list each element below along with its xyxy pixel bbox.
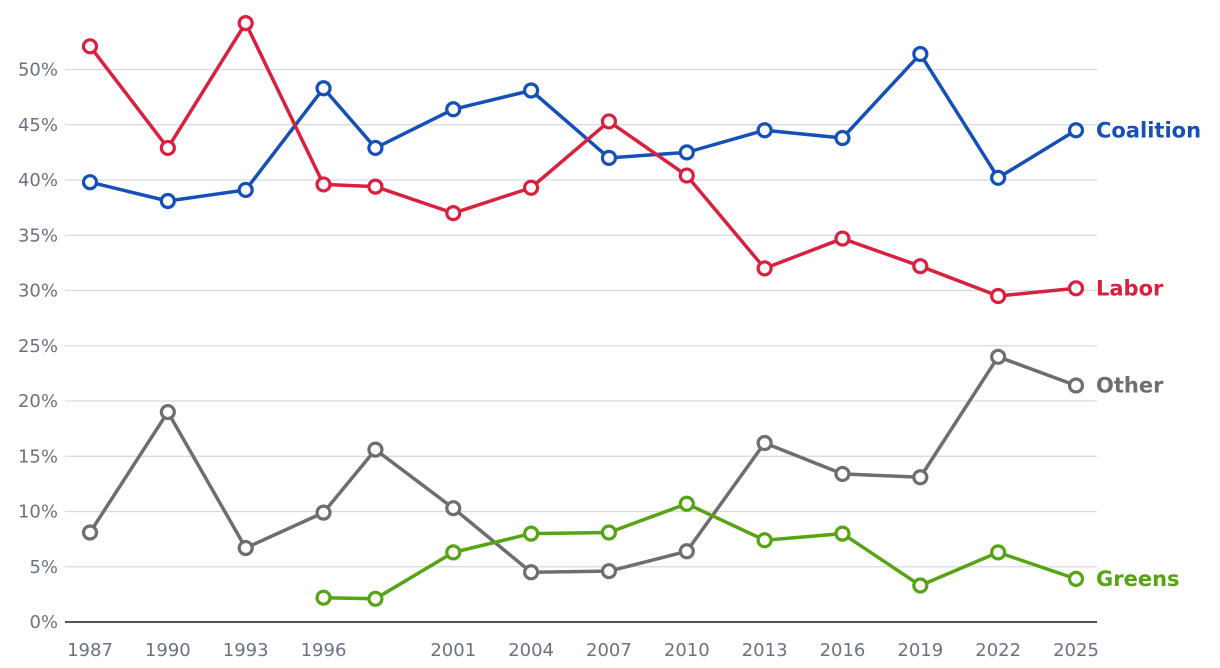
data-point [834, 465, 851, 483]
x-tick-label: 1996 [301, 640, 347, 661]
x-tick-label: 2013 [742, 640, 788, 661]
data-point [445, 544, 462, 561]
x-tick-label: 2016 [820, 640, 866, 661]
x-tick-label: 2004 [508, 640, 554, 661]
y-tick-label: 10% [18, 502, 58, 523]
data-point [912, 469, 929, 486]
data-point [315, 80, 332, 97]
series-other: Other [81, 348, 1164, 581]
data-point [834, 230, 851, 247]
y-tick-label: 20% [18, 391, 58, 412]
data-point [678, 144, 695, 161]
data-point [990, 169, 1007, 186]
data-point [678, 167, 695, 184]
data-point [756, 122, 773, 139]
data-point [315, 589, 332, 606]
x-axis-tick-labels: 1987 1990 1993 1996 2001 2004 2007 2010 2013 2016… [67, 640, 1099, 661]
x-tick-label: 2019 [897, 640, 943, 661]
data-point [600, 563, 618, 580]
data-point [600, 149, 618, 166]
data-point [678, 543, 695, 560]
series-line [88, 355, 1077, 575]
series-group: Coalition Labor Other Greens [81, 14, 1201, 607]
y-tick-label: 25% [18, 336, 58, 357]
data-point [990, 287, 1007, 305]
x-tick-label: 2010 [664, 640, 710, 661]
data-point [367, 441, 384, 458]
data-point [81, 38, 99, 55]
series-label: Greens [1096, 567, 1180, 591]
data-point [1067, 377, 1085, 394]
series-line [323, 502, 1077, 601]
y-axis-tick-labels: 0% 5% 10% 15% 20% 25% 30% 35% 40% 45% 50% [18, 60, 58, 634]
data-point [678, 495, 695, 512]
data-point [1067, 122, 1085, 139]
data-point [990, 348, 1007, 365]
data-point [600, 113, 618, 130]
data-point [445, 101, 462, 118]
series-line [88, 21, 1077, 298]
x-tick-label: 2007 [586, 640, 632, 661]
y-tick-label: 40% [18, 170, 58, 191]
data-point [237, 14, 254, 32]
y-tick-label: 50% [18, 60, 58, 81]
data-point [912, 577, 929, 594]
data-point [523, 179, 540, 196]
series-label: Coalition [1096, 118, 1201, 142]
x-tick-label: 2022 [975, 640, 1021, 661]
gridlines [65, 68, 1097, 568]
data-point [367, 178, 384, 195]
data-point [756, 260, 773, 277]
data-point [159, 139, 176, 157]
series-label: Labor [1096, 276, 1164, 300]
y-tick-label: 5% [29, 557, 58, 578]
data-point [367, 590, 384, 607]
data-point [445, 205, 462, 222]
data-point [445, 500, 462, 517]
x-tick-label: 1990 [145, 640, 191, 661]
data-point [315, 504, 332, 521]
x-tick-label: 2001 [430, 640, 476, 661]
data-point [315, 176, 332, 193]
data-point [1067, 280, 1085, 297]
data-point [81, 524, 99, 541]
data-point [523, 525, 540, 542]
data-point [1067, 570, 1085, 588]
data-point [159, 403, 176, 421]
data-point [237, 539, 254, 557]
data-point [756, 532, 773, 549]
data-point [523, 82, 540, 99]
data-point [912, 258, 929, 275]
x-tick-label: 1993 [223, 640, 269, 661]
data-point [834, 129, 851, 147]
data-point [600, 524, 618, 541]
data-point [834, 525, 851, 542]
data-point [523, 564, 540, 581]
y-tick-label: 35% [18, 225, 58, 246]
series-greens: Greens [315, 495, 1180, 607]
x-tick-label: 1987 [67, 640, 113, 661]
series-labor: Labor [81, 14, 1164, 305]
series-line [89, 52, 1077, 203]
data-point [367, 139, 384, 157]
data-point [912, 45, 929, 63]
data-point [81, 174, 99, 191]
data-point [990, 544, 1007, 561]
series-label: Other [1096, 374, 1164, 398]
data-point [237, 181, 254, 199]
y-tick-label: 45% [18, 115, 58, 136]
data-point [159, 192, 176, 210]
y-tick-label: 30% [18, 281, 58, 302]
x-tick-label: 2025 [1053, 640, 1099, 661]
y-tick-label: 0% [29, 612, 58, 633]
data-point [756, 434, 773, 452]
y-tick-label: 15% [18, 446, 58, 467]
series-coalition: Coalition [81, 45, 1201, 210]
